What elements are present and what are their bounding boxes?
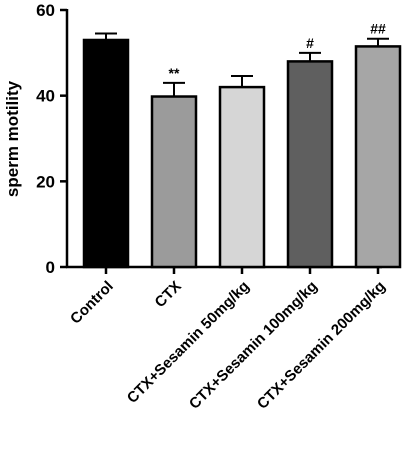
y-tick-label: 0 (46, 258, 55, 277)
significance-label: ## (370, 21, 386, 37)
bar (354, 45, 402, 269)
y-axis: 0 20 40 60 (36, 1, 69, 277)
significance-label: # (306, 35, 314, 51)
x-tick-label: CTX+Sesamin 200mg/kg (254, 278, 389, 413)
x-tick-label: CTX+Sesamin 50mg/kg (124, 278, 253, 407)
significance-label: ** (169, 65, 180, 81)
x-tick-label: CTX (152, 278, 185, 311)
bars: **### (82, 21, 402, 269)
bar (286, 60, 334, 269)
bar (82, 38, 130, 269)
bar (218, 85, 266, 269)
y-tick-label: 40 (36, 87, 55, 106)
x-tick-label: CTX+Sesamin 100mg/kg (186, 278, 321, 413)
y-tick-label: 20 (36, 172, 55, 191)
y-tick-label: 60 (36, 1, 55, 20)
bar (150, 95, 198, 269)
x-tick-label: Control (67, 278, 117, 328)
y-axis-label: sperm motility (3, 80, 22, 197)
